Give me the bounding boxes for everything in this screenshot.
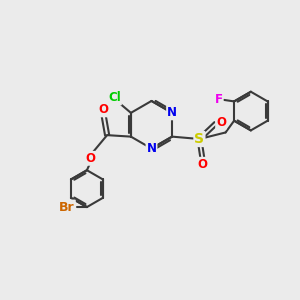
Text: Br: Br bbox=[59, 201, 75, 214]
Text: Cl: Cl bbox=[108, 92, 121, 104]
Text: F: F bbox=[215, 93, 223, 106]
Text: O: O bbox=[85, 152, 95, 165]
Text: O: O bbox=[216, 116, 226, 129]
Text: O: O bbox=[197, 158, 207, 171]
Text: N: N bbox=[146, 142, 157, 155]
Text: N: N bbox=[167, 106, 177, 119]
Text: S: S bbox=[194, 132, 204, 146]
Text: O: O bbox=[98, 103, 109, 116]
